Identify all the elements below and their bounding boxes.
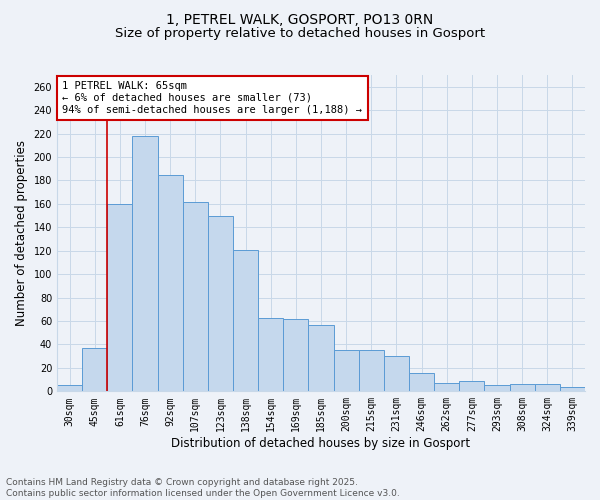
Bar xyxy=(208,216,233,392)
Bar xyxy=(233,250,258,392)
Bar xyxy=(183,202,208,392)
Bar xyxy=(334,350,359,392)
Text: Contains HM Land Registry data © Crown copyright and database right 2025.
Contai: Contains HM Land Registry data © Crown c… xyxy=(6,478,400,498)
Text: Size of property relative to detached houses in Gosport: Size of property relative to detached ho… xyxy=(115,28,485,40)
Bar xyxy=(107,204,133,392)
Bar xyxy=(283,318,308,392)
Bar xyxy=(57,386,82,392)
Bar xyxy=(484,386,509,392)
Bar xyxy=(359,350,384,392)
Bar xyxy=(158,174,183,392)
Bar xyxy=(560,386,585,392)
Bar xyxy=(459,381,484,392)
Bar xyxy=(308,324,334,392)
Bar xyxy=(133,136,158,392)
Bar xyxy=(409,372,434,392)
Bar xyxy=(509,384,535,392)
X-axis label: Distribution of detached houses by size in Gosport: Distribution of detached houses by size … xyxy=(172,437,470,450)
Bar xyxy=(535,384,560,392)
Y-axis label: Number of detached properties: Number of detached properties xyxy=(15,140,28,326)
Bar xyxy=(258,318,283,392)
Text: 1 PETREL WALK: 65sqm
← 6% of detached houses are smaller (73)
94% of semi-detach: 1 PETREL WALK: 65sqm ← 6% of detached ho… xyxy=(62,82,362,114)
Bar xyxy=(384,356,409,392)
Bar xyxy=(434,383,459,392)
Text: 1, PETREL WALK, GOSPORT, PO13 0RN: 1, PETREL WALK, GOSPORT, PO13 0RN xyxy=(166,12,434,26)
Bar xyxy=(82,348,107,392)
